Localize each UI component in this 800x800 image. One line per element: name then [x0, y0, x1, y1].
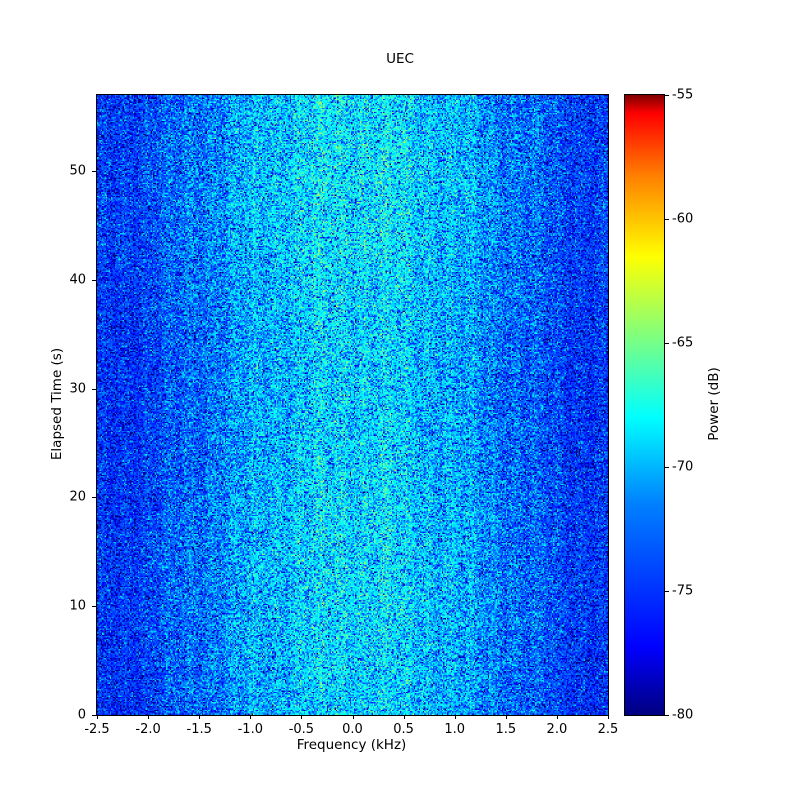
x-tick-mark — [352, 715, 354, 719]
y-tick-label: 0 — [77, 707, 86, 723]
x-tick-label: 1.5 — [495, 722, 517, 737]
colorbar-label-text: Power (dB) — [706, 367, 722, 441]
title-line-station: UEC — [386, 50, 414, 67]
x-tick-mark — [454, 715, 456, 719]
x-tick-mark — [97, 715, 98, 719]
y-tick-mark — [92, 606, 96, 608]
x-tick-label: -2.5 — [84, 722, 110, 737]
y-tick-label: 50 — [69, 163, 86, 179]
x-tick-label: -2.0 — [135, 722, 161, 737]
x-tick-mark — [608, 715, 609, 719]
y-tick-label: 20 — [69, 489, 86, 505]
colorbar-tick-mark — [665, 715, 669, 716]
spectrogram-plot-area[interactable] — [96, 94, 609, 716]
colorbar-tick-label: -55 — [672, 87, 694, 103]
colorbar-tick-mark — [665, 591, 669, 592]
colorbar-tick-label: -60 — [672, 211, 694, 227]
y-tick-label: 40 — [69, 272, 86, 288]
x-tick-mark — [199, 715, 201, 719]
power-colorbar[interactable] — [624, 94, 665, 716]
x-tick-label: 0.0 — [342, 722, 363, 737]
x-tick-label: -1.0 — [237, 722, 263, 737]
y-tick-mark — [92, 171, 96, 173]
colorbar-tick-mark — [665, 219, 669, 220]
x-tick-label: 2.5 — [597, 722, 619, 737]
colorbar-tick-mark — [665, 343, 669, 344]
colorbar-gradient — [625, 95, 664, 715]
x-axis-label: Frequency (kHz) — [296, 737, 407, 753]
y-tick-mark — [92, 497, 96, 499]
x-tick-mark — [250, 715, 252, 719]
x-tick-label: 1.0 — [444, 722, 466, 737]
y-tick-mark — [92, 715, 96, 716]
x-tick-label: 0.5 — [393, 722, 414, 737]
y-tick-label: 10 — [69, 598, 86, 614]
colorbar-tick-label: -80 — [672, 707, 694, 723]
colorbar-tick-label: -70 — [672, 459, 694, 475]
x-tick-mark — [403, 715, 405, 719]
y-tick-label: 30 — [69, 381, 86, 397]
y-tick-mark — [92, 279, 96, 281]
colorbar-tick-mark — [665, 467, 669, 468]
x-tick-mark — [556, 715, 558, 719]
x-tick-mark — [148, 715, 150, 719]
y-tick-mark — [92, 388, 96, 390]
spectrogram-image — [97, 95, 608, 715]
colorbar-tick-label: -65 — [672, 335, 694, 351]
colorbar-tick-label: -75 — [672, 583, 694, 599]
x-tick-mark — [301, 715, 303, 719]
colorbar-tick-mark — [665, 95, 669, 96]
x-tick-label: -0.5 — [288, 722, 315, 737]
y-axis-label-text: Elapsed Time (s) — [49, 347, 65, 461]
x-tick-label: 2.0 — [546, 722, 568, 737]
x-tick-label: -1.5 — [186, 722, 212, 737]
x-tick-mark — [505, 715, 507, 719]
